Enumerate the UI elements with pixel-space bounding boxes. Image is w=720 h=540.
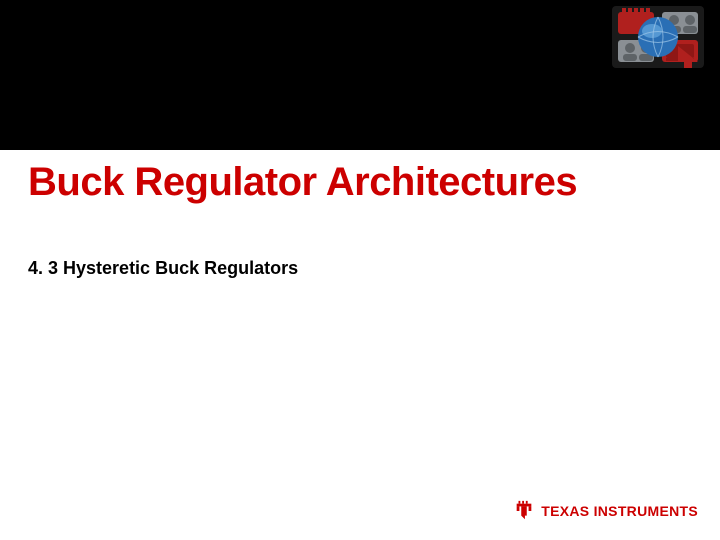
footer-brand: TEXAS INSTRUMENTS: [513, 500, 698, 522]
corner-decorative-icon: [612, 6, 704, 68]
footer-brand-text: TEXAS INSTRUMENTS: [541, 503, 698, 519]
slide-subtitle: 4. 3 Hysteretic Buck Regulators: [28, 258, 298, 279]
slide-title: Buck Regulator Architectures: [28, 160, 577, 205]
ti-chip-icon: [513, 500, 535, 522]
